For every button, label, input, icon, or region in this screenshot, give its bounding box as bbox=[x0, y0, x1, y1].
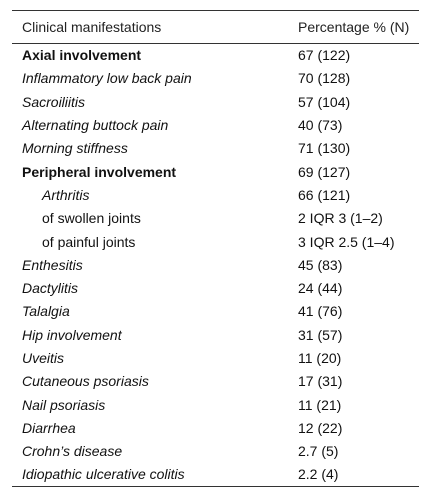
table-row: Inflammatory low back pain 70 (128) bbox=[12, 67, 419, 90]
manifestation-cell: Enthesitis bbox=[22, 256, 83, 273]
manifestation-cell: of painful joints bbox=[42, 233, 136, 250]
table-row: Nail psoriasis 11 (21) bbox=[12, 393, 419, 416]
percentage-cell: 57 (104) bbox=[298, 93, 351, 110]
manifestation-cell: Nail psoriasis bbox=[22, 396, 106, 413]
manifestation-cell: Hip involvement bbox=[22, 326, 122, 343]
table-row: Diarrhea 12 (22) bbox=[12, 416, 419, 439]
table-row: Morning stiffness 71 (130) bbox=[12, 137, 419, 160]
table-row: Talalgia 41 (76) bbox=[12, 300, 419, 323]
percentage-cell: 3 IQR 2.5 (1–4) bbox=[298, 233, 395, 250]
manifestation-cell: Arthritis bbox=[42, 186, 90, 203]
manifestation-cell: Sacroiliitis bbox=[22, 93, 86, 110]
percentage-cell: 70 (128) bbox=[298, 70, 351, 87]
table-header: Clinical manifestations Percentage % (N) bbox=[12, 10, 419, 44]
percentage-cell: 41 (76) bbox=[298, 303, 343, 320]
table-row: Uveitis 11 (20) bbox=[12, 346, 419, 369]
table-row: Cutaneous psoriasis 17 (31) bbox=[12, 370, 419, 393]
data-table: Clinical manifestations Percentage % (N)… bbox=[12, 10, 419, 487]
table-row: Peripheral involvement 69 (127) bbox=[12, 160, 419, 183]
percentage-cell: 67 (122) bbox=[298, 47, 351, 64]
table-row: Arthritis 66 (121) bbox=[12, 183, 419, 206]
manifestation-cell: Cutaneous psoriasis bbox=[22, 373, 149, 390]
manifestation-cell: Crohn’s disease bbox=[22, 443, 123, 460]
manifestation-cell: Talalgia bbox=[22, 303, 70, 320]
manifestation-cell: Uveitis bbox=[22, 350, 65, 366]
table-row: Crohn’s disease 2.7 (5) bbox=[12, 440, 419, 463]
table-row: of swollen joints 2 IQR 3 (1–2) bbox=[12, 207, 419, 230]
manifestation-cell: Alternating buttock pain bbox=[22, 117, 169, 134]
percentage-cell: 2.7 (5) bbox=[298, 443, 339, 460]
header-cell: Clinical manifestations bbox=[22, 19, 162, 35]
percentage-cell: 2.2 (4) bbox=[298, 466, 339, 483]
manifestation-cell: Peripheral involvement bbox=[22, 163, 177, 180]
table-row: Axial involvement 67 (122) bbox=[12, 44, 419, 67]
header-row: Clinical manifestations Percentage % (N) bbox=[12, 10, 419, 44]
table-row: Idiopathic ulcerative colitis 2.2 (4) bbox=[12, 463, 419, 487]
percentage-cell: 66 (121) bbox=[298, 186, 351, 203]
manifestation-cell: of swollen joints bbox=[42, 210, 141, 227]
manifestation-cell: Morning stiffness bbox=[22, 140, 128, 157]
percentage-cell: 12 (22) bbox=[298, 419, 343, 436]
percentage-cell: 11 (21) bbox=[298, 396, 342, 413]
manifestation-cell: Dactylitis bbox=[22, 280, 79, 297]
percentage-cell: 69 (127) bbox=[298, 163, 351, 180]
manifestation-cell: Inflammatory low back pain bbox=[22, 70, 192, 87]
table-row: Enthesitis 45 (83) bbox=[12, 253, 419, 276]
percentage-cell: 40 (73) bbox=[298, 117, 343, 134]
percentage-cell: 11 (20) bbox=[298, 350, 342, 366]
table-row: Alternating buttock pain 40 (73) bbox=[12, 113, 419, 136]
percentage-cell: 31 (57) bbox=[298, 326, 343, 343]
table-row: of painful joints 3 IQR 2.5 (1–4) bbox=[12, 230, 419, 253]
percentage-cell: 17 (31) bbox=[298, 373, 343, 390]
percentage-cell: 2 IQR 3 (1–2) bbox=[298, 210, 383, 227]
percentage-cell: 71 (130) bbox=[298, 140, 351, 157]
manifestation-cell: Axial involvement bbox=[22, 47, 142, 64]
percentage-cell: 45 (83) bbox=[298, 256, 343, 273]
table-body: Axial involvement 67 (122) Inflammatory lo… bbox=[12, 44, 419, 487]
table-row: Hip involvement 31 (57) bbox=[12, 323, 419, 346]
manifestation-cell: Idiopathic ulcerative colitis bbox=[22, 466, 185, 483]
percentage-cell: 24 (44) bbox=[298, 280, 343, 297]
header-cell: Percentage % (N) bbox=[298, 19, 410, 35]
table-row: Dactylitis 24 (44) bbox=[12, 276, 419, 299]
manifestation-cell: Diarrhea bbox=[22, 419, 76, 436]
table-row: Sacroiliitis 57 (104) bbox=[12, 90, 419, 113]
